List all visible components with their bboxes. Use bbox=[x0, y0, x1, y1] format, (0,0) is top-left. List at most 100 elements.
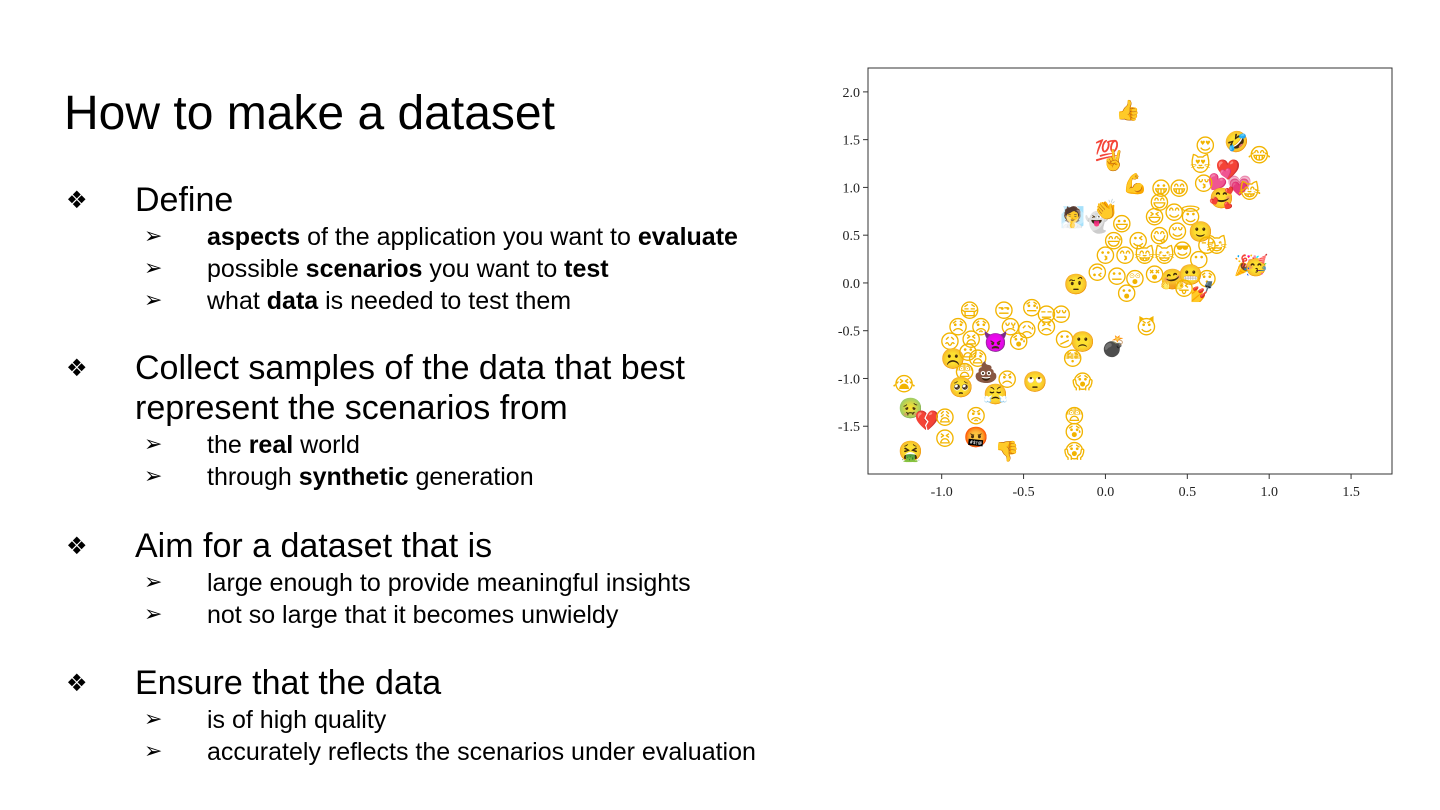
emoji-point: 😟 bbox=[971, 315, 992, 339]
emoji-point: 💩 bbox=[973, 360, 998, 384]
emoji-point: 😶 bbox=[1188, 248, 1209, 272]
text-segment: is of high quality bbox=[207, 706, 387, 734]
sub-item-text: possible scenarios you want to test bbox=[207, 254, 609, 284]
emoji-point: 😜 bbox=[1174, 277, 1195, 301]
emoji-point: 💅 bbox=[1190, 280, 1215, 304]
emoji-point: 😯 bbox=[1197, 267, 1218, 291]
emoji-point: 😆 bbox=[1144, 205, 1165, 229]
emoji-point: 😭 bbox=[892, 372, 915, 396]
text-segment: you want to bbox=[422, 255, 565, 283]
sub-item-text: aspects of the application you want to e… bbox=[207, 222, 738, 252]
emoji-point: 💯 bbox=[1095, 138, 1120, 162]
emoji-point: 😳 bbox=[1062, 346, 1083, 370]
section-heading-text: Collect samples of the data that best rep… bbox=[135, 348, 685, 428]
x-tick-label: 0.0 bbox=[1097, 485, 1115, 500]
emoji-point: 😷 bbox=[959, 299, 980, 323]
emoji-point: 😡 bbox=[966, 404, 987, 428]
emoji-point: 😔 bbox=[1051, 303, 1072, 327]
sub-item: ➢ possible scenarios you want to test bbox=[0, 254, 840, 286]
diamond-bullet-icon: ❖ bbox=[66, 532, 88, 560]
emoji-point: 😂 bbox=[1248, 143, 1271, 167]
emoji-point: 🥳 bbox=[1244, 253, 1269, 277]
emoji-point: 😢 bbox=[1000, 315, 1021, 339]
sub-item: ➢ accurately reflects the scenarios under… bbox=[0, 737, 840, 769]
x-tick-label: -1.0 bbox=[931, 485, 953, 500]
arrow-bullet-icon: ➢ bbox=[144, 739, 163, 764]
sub-item: ➢ large enough to provide meaningful insi… bbox=[0, 568, 840, 600]
emoji-point: 😠 bbox=[997, 367, 1018, 391]
text-segment: accurately reflects the scenarios under … bbox=[207, 738, 756, 766]
emoji-point: 😰 bbox=[1064, 420, 1085, 444]
emoji-point: 🙂 bbox=[1188, 219, 1213, 243]
emoji-point: ❤️ bbox=[1216, 157, 1241, 181]
emoji-point: ☹️ bbox=[941, 346, 966, 370]
y-tick-label: -1.0 bbox=[838, 372, 860, 387]
sub-item: ➢ is of high quality bbox=[0, 705, 840, 737]
emoji-point: 💔 bbox=[914, 409, 939, 433]
emoji-point: 🥰 bbox=[1209, 186, 1234, 210]
emoji-point: 😱 bbox=[1064, 439, 1085, 463]
heading-line: Ensure that the data bbox=[135, 664, 442, 702]
emoji-point: 😲 bbox=[1124, 267, 1145, 291]
x-tick-label: 1.0 bbox=[1260, 485, 1278, 500]
sub-item-text: is of high quality bbox=[207, 705, 386, 735]
section-heading: ❖ Define bbox=[0, 180, 840, 222]
emoji-point: 🤨 bbox=[1064, 272, 1089, 296]
emoji-point: 😋 bbox=[1149, 224, 1170, 248]
section-heading: ❖ Ensure that the data bbox=[0, 663, 840, 705]
emoji-point: 😮 bbox=[1116, 281, 1137, 305]
diamond-bullet-icon: ❖ bbox=[66, 669, 88, 697]
emoji-point: 😸 bbox=[1134, 243, 1155, 267]
plot-frame bbox=[867, 67, 1393, 475]
emoji-point: 👿 bbox=[983, 329, 1008, 353]
bold-keyword: aspects bbox=[207, 223, 301, 251]
emoji-point: 🙄 bbox=[1023, 369, 1048, 393]
emoji-point: 💕 bbox=[1208, 167, 1233, 191]
emoji-point: 😫 bbox=[935, 427, 956, 451]
emoji-point: 😐 bbox=[1106, 264, 1127, 288]
text-segment: possible bbox=[207, 255, 306, 283]
x-tick-label: -0.5 bbox=[1012, 485, 1034, 500]
emoji-point: 😎 bbox=[1172, 239, 1193, 263]
emoji-point: 👏 bbox=[1093, 197, 1118, 221]
emoji-point: 🤬 bbox=[964, 425, 989, 449]
heading-line: represent the scenarios from bbox=[135, 389, 568, 427]
emoji-point: 😕 bbox=[1054, 327, 1075, 351]
slide-title: How to make a dataset bbox=[64, 87, 555, 140]
emoji-point: 😊 bbox=[1164, 200, 1185, 224]
x-tick-label: 1.5 bbox=[1342, 485, 1360, 500]
emoji-point: 😃 bbox=[1111, 212, 1132, 236]
sub-item: ➢ through synthetic generation bbox=[0, 462, 840, 494]
emoji-point: 😧 bbox=[967, 346, 988, 370]
emoji-point: 🤣 bbox=[1223, 130, 1249, 155]
text-segment: of the application you want to bbox=[300, 223, 638, 251]
emoji-point: 💣 bbox=[1101, 334, 1126, 359]
emoji-point: 🥺 bbox=[949, 375, 974, 399]
section-2: ❖ Collect samples of the data that best re… bbox=[0, 348, 840, 494]
emoji-point: 😞 bbox=[948, 315, 969, 339]
emoji-point: 😈 bbox=[1136, 315, 1157, 339]
emoji-point: 😺 bbox=[1206, 234, 1227, 258]
bold-keyword: test bbox=[564, 255, 609, 283]
section-heading: ❖ Aim for a dataset that is bbox=[0, 526, 840, 568]
emoji-point: 🤢 bbox=[898, 396, 923, 420]
emoji-point: 🤗 bbox=[1160, 267, 1185, 291]
emoji-point: 😩 bbox=[935, 406, 956, 430]
arrow-bullet-icon: ➢ bbox=[144, 602, 163, 627]
text-segment: what bbox=[207, 287, 267, 315]
section-4: ❖ Ensure that the data ➢ is of high quality… bbox=[0, 663, 840, 769]
section-3: ❖ Aim for a dataset that is ➢ large enough … bbox=[0, 526, 840, 632]
emoji-point: 😑 bbox=[1036, 303, 1057, 327]
section-heading: ❖ Collect samples of the data that best re… bbox=[0, 348, 840, 430]
emoji-point: 😉 bbox=[1128, 229, 1149, 253]
emoji-point: 😏 bbox=[1197, 234, 1218, 258]
text-segment: is needed to test them bbox=[318, 287, 572, 315]
emoji-point: 😺 bbox=[1154, 243, 1175, 267]
emoji-point: 😻 bbox=[1190, 153, 1211, 177]
arrow-bullet-icon: ➢ bbox=[144, 256, 163, 281]
emoji-point: 😤 bbox=[983, 382, 1008, 406]
emoji-point: 😗 bbox=[1095, 243, 1116, 267]
emoji-point: 😒 bbox=[993, 299, 1014, 323]
emoji-point: 😬 bbox=[1178, 262, 1203, 286]
emoji-point: 💪 bbox=[1122, 172, 1147, 196]
